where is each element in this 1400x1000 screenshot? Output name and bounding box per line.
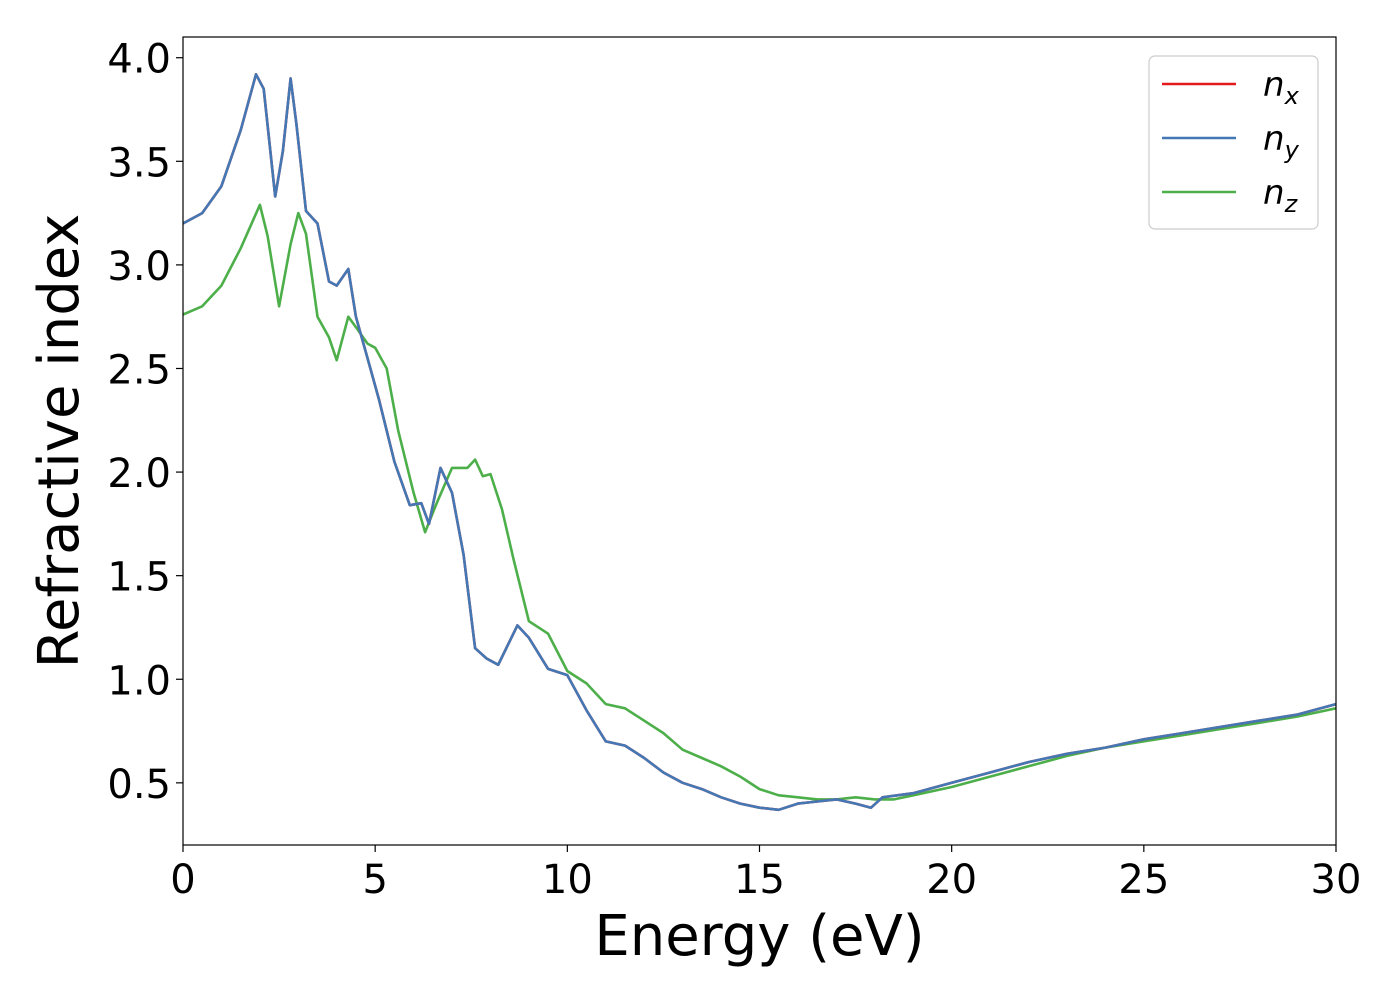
y-tick-label: 2.5 — [107, 347, 171, 393]
y-tick-label: 2.0 — [107, 451, 171, 497]
x-tick-label: 5 — [362, 857, 387, 903]
y-tick-label: 1.0 — [107, 658, 171, 704]
x-tick-label: 25 — [1118, 857, 1169, 903]
x-axis-title: Energy (eV) — [594, 904, 924, 969]
y-tick-label: 1.5 — [107, 555, 171, 601]
legend-label-n-z: nz — [1263, 173, 1299, 218]
y-tick-label: 3.5 — [107, 140, 171, 186]
series-layer — [183, 73, 1336, 812]
y-tick-label: 3.0 — [107, 244, 171, 290]
y-tick-label: 4.0 — [107, 37, 171, 83]
legend-box — [1148, 55, 1319, 230]
x-tick-label: 15 — [734, 857, 785, 903]
y-tick-label: 0.5 — [107, 762, 171, 808]
x-tick-label: 10 — [542, 857, 593, 903]
series-line-n-z — [183, 203, 1336, 801]
x-tick-label: 20 — [926, 857, 977, 903]
ticks-layer: 0 5 10 15 20 25 30 0.5 1.0 1.5 2.0 2.5 3.0 3.5 4.0 — [107, 37, 1361, 903]
legend-label-n-x: nx — [1263, 65, 1300, 110]
series-line-n-y — [183, 73, 1336, 812]
y-axis-title: Refractive index — [27, 214, 92, 669]
legend-label-n-y: ny — [1263, 119, 1300, 164]
plot-frame — [182, 36, 1337, 846]
x-tick-label: 0 — [170, 857, 195, 903]
legend: nx ny nz — [1148, 55, 1319, 230]
x-tick-label: 30 — [1311, 857, 1362, 903]
